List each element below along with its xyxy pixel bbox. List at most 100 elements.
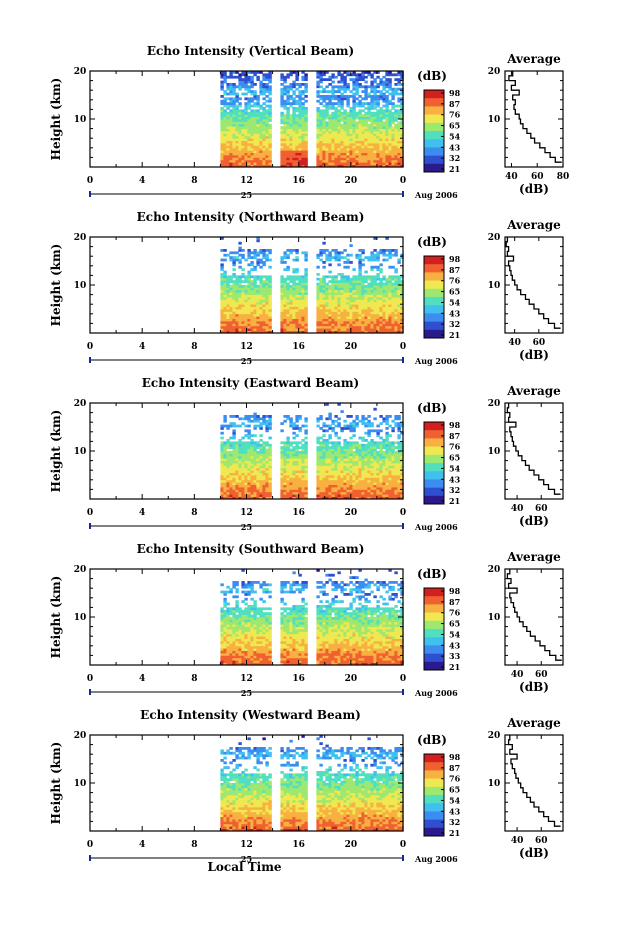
colorbar-swatch: [424, 114, 444, 124]
heatmap-cell: [379, 282, 383, 286]
heatmap-cell: [355, 157, 359, 161]
heatmap-cell: [340, 475, 344, 478]
heatmap-cell: [316, 287, 320, 291]
heatmap-cell: [250, 155, 254, 158]
heatmap-cell: [367, 429, 371, 433]
heatmap-cell: [391, 155, 395, 158]
heatmap-cell: [391, 152, 395, 156]
heatmap-cell: [268, 289, 272, 293]
heatmap-cell: [229, 422, 233, 425]
heatmap-cell: [382, 299, 386, 303]
heatmap-cell: [304, 311, 308, 315]
heatmap-cell: [223, 126, 227, 129]
heatmap-cell: [322, 311, 326, 315]
heatmap-cell: [301, 133, 305, 137]
heatmap-cell: [247, 128, 251, 132]
heatmap-cell: [373, 330, 377, 334]
heatmap-cell: [388, 313, 392, 317]
heatmap-cell: [301, 128, 305, 132]
heatmap-cell: [223, 121, 227, 125]
heatmap-cell: [220, 460, 224, 464]
heatmap-cell: [283, 253, 287, 257]
heatmap-cell: [256, 443, 260, 447]
colorbar-swatch: [424, 147, 444, 156]
heatmap-cell: [292, 294, 296, 298]
heatmap-cell: [247, 299, 251, 303]
heatmap-cell: [382, 159, 386, 163]
heatmap-cell: [253, 446, 257, 449]
heatmap-cell: [247, 297, 251, 300]
heatmap-cell: [253, 330, 257, 334]
heatmap-cell: [328, 121, 332, 125]
heatmap-cell: [343, 71, 347, 74]
heatmap-cell: [394, 78, 398, 81]
heatmap-cell: [259, 321, 263, 324]
heatmap-cell: [229, 453, 233, 457]
heatmap-cell: [397, 78, 401, 81]
heatmap-cell: [400, 102, 404, 105]
heatmap-cell: [223, 159, 227, 163]
colorbar-swatch: [424, 155, 444, 165]
heatmap-cell: [322, 145, 326, 149]
heatmap-cell: [382, 126, 386, 129]
heatmap-cell: [382, 138, 386, 141]
heatmap-cell: [241, 496, 245, 500]
heatmap-cell: [295, 150, 299, 153]
heatmap-cell: [250, 135, 254, 139]
heatmap-cell: [397, 275, 401, 279]
heatmap-cell: [238, 455, 242, 459]
heatmap-cell: [358, 463, 362, 466]
heatmap-cell: [304, 465, 308, 469]
heatmap-cell: [400, 285, 404, 288]
heatmap-cell: [367, 294, 371, 298]
heatmap-cell: [343, 325, 347, 329]
heatmap-cell: [268, 489, 272, 493]
colorbar-swatch: [424, 321, 444, 331]
heatmap-cell: [394, 249, 398, 252]
heatmap-cell: [223, 140, 227, 144]
heatmap-cell: [265, 280, 269, 283]
heatmap-cell: [355, 448, 359, 452]
heatmap-cell: [220, 107, 224, 110]
heatmap-cell: [340, 164, 344, 168]
heatmap-cell: [379, 126, 383, 129]
heatmap-cell: [355, 152, 359, 156]
heatmap-cell: [361, 263, 365, 267]
heatmap-cell: [226, 289, 230, 293]
heatmap-cell: [238, 150, 242, 153]
heatmap-cell: [250, 92, 254, 96]
heatmap-cell: [250, 114, 254, 117]
heatmap-cell: [295, 321, 299, 324]
heatmap-cell: [385, 253, 389, 257]
heatmap-cell: [364, 159, 368, 163]
heatmap-cell: [379, 446, 383, 449]
heatmap-cell: [316, 114, 320, 117]
heatmap-cell: [376, 479, 380, 483]
heatmap-cell: [349, 292, 353, 295]
heatmap-cell: [376, 472, 380, 476]
heatmap-cell: [397, 297, 401, 300]
heatmap-cell: [220, 304, 224, 307]
heatmap-cell: [322, 119, 326, 122]
heatmap-cell: [316, 143, 320, 146]
heatmap-cell: [220, 73, 224, 77]
heatmap-cell: [340, 496, 344, 500]
heatmap-cell: [361, 325, 365, 329]
heatmap-cell: [352, 285, 356, 288]
heatmap-cell: [220, 143, 224, 146]
heatmap-cell: [316, 316, 320, 319]
heatmap-cell: [346, 128, 350, 132]
heatmap-cell: [337, 251, 341, 255]
heatmap-cell: [361, 131, 365, 134]
heatmap-cell: [397, 87, 401, 91]
heatmap-cell: [304, 328, 308, 331]
heatmap-cell: [253, 419, 257, 423]
heatmap-cell: [250, 292, 254, 295]
heatmap-cell: [361, 133, 365, 137]
heatmap-cell: [355, 446, 359, 449]
heatmap-cell: [235, 463, 239, 466]
heatmap-cell: [223, 143, 227, 146]
heatmap-cell: [298, 140, 302, 144]
heatmap-cell: [340, 119, 344, 122]
heatmap-cell: [370, 155, 374, 158]
